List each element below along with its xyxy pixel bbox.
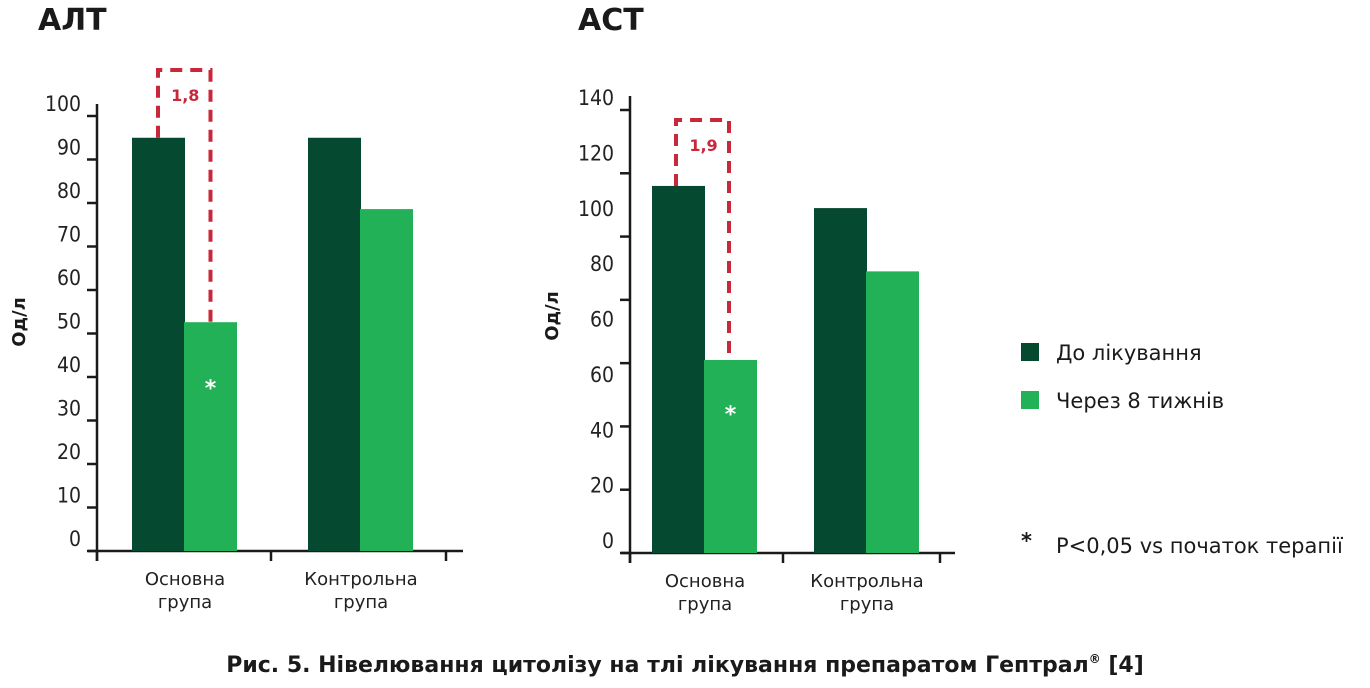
y-tick-label: 20 bbox=[590, 474, 614, 498]
y-tick-label: 10 bbox=[57, 484, 81, 508]
y-tick-label: 120 bbox=[578, 141, 614, 165]
y-axis-label: Од/л bbox=[542, 291, 563, 341]
x-category-label: група bbox=[840, 594, 894, 615]
x-category-label: група bbox=[678, 594, 732, 615]
y-tick-label: 90 bbox=[57, 136, 81, 160]
x-category-label: Основна bbox=[665, 571, 745, 592]
x-category-label: Контрольна bbox=[304, 569, 417, 590]
legend-swatch-after bbox=[1021, 391, 1039, 409]
legend: До лікування Через 8 тижнів * P<0,05 vs … bbox=[1021, 341, 1343, 558]
chart-title: АСТ bbox=[578, 3, 644, 38]
legend-swatch-before bbox=[1021, 343, 1039, 361]
bar-before-control-group bbox=[814, 208, 867, 554]
y-tick-label: 100 bbox=[578, 197, 614, 221]
x-category-label: Основна bbox=[145, 569, 225, 590]
y-tick-label: 0 bbox=[602, 529, 614, 553]
y-tick-label: 60 bbox=[57, 266, 81, 290]
fold-change-label: 1,9 bbox=[689, 136, 717, 155]
x-category-label: Контрольна bbox=[810, 571, 923, 592]
x-category-label: група bbox=[334, 592, 388, 613]
ast-chart: АСТ Од/л 14012010080606040200Основнагруп… bbox=[542, 3, 955, 615]
y-tick-label: 140 bbox=[578, 86, 614, 110]
y-axis-label: Од/л bbox=[9, 297, 30, 347]
y-tick-label: 30 bbox=[57, 397, 81, 421]
y-tick-label: 70 bbox=[57, 223, 81, 247]
x-category-label: група bbox=[158, 592, 212, 613]
bar-before-control-group bbox=[308, 137, 361, 551]
bar-after-main-group bbox=[704, 359, 757, 553]
y-tick-label: 60 bbox=[590, 363, 614, 387]
chart-title: АЛТ bbox=[38, 3, 107, 38]
y-tick-label: 50 bbox=[57, 310, 81, 334]
legend-label-before: До лікування bbox=[1056, 341, 1202, 365]
y-tick-label: 60 bbox=[590, 308, 614, 332]
bar-after-control-group bbox=[866, 271, 919, 553]
alt-chart: АЛТ Од/л 1009080706050403020100Основнагр… bbox=[9, 3, 463, 613]
figure-caption: Рис. 5. Нівелювання цитолізу на тлі ліку… bbox=[226, 652, 1144, 678]
fold-change-bracket bbox=[156, 68, 213, 323]
fold-change-label: 1,8 bbox=[171, 86, 199, 105]
y-tick-label: 40 bbox=[590, 418, 614, 442]
caption-ref: [4] bbox=[1101, 653, 1144, 678]
footnote-text: P<0,05 vs початок терапії bbox=[1056, 534, 1343, 558]
bar-after-control-group bbox=[360, 209, 413, 551]
footnote-symbol: * bbox=[1021, 529, 1032, 553]
y-tick-label: 20 bbox=[57, 440, 81, 464]
significance-star: * bbox=[725, 403, 737, 428]
y-tick-label: 100 bbox=[45, 92, 81, 116]
caption-superscript: ® bbox=[1089, 652, 1101, 666]
bar-after-main-group bbox=[184, 322, 237, 551]
y-tick-label: 40 bbox=[57, 353, 81, 377]
y-tick-label: 80 bbox=[590, 252, 614, 276]
significance-star: * bbox=[205, 376, 217, 401]
caption-text: Рис. 5. Нівелювання цитолізу на тлі ліку… bbox=[226, 653, 1088, 678]
legend-label-after: Через 8 тижнів bbox=[1056, 389, 1224, 413]
y-tick-label: 80 bbox=[57, 179, 81, 203]
bar-before-main-group bbox=[652, 185, 705, 553]
y-tick-label: 0 bbox=[69, 527, 81, 551]
bar-before-main-group bbox=[132, 137, 185, 551]
